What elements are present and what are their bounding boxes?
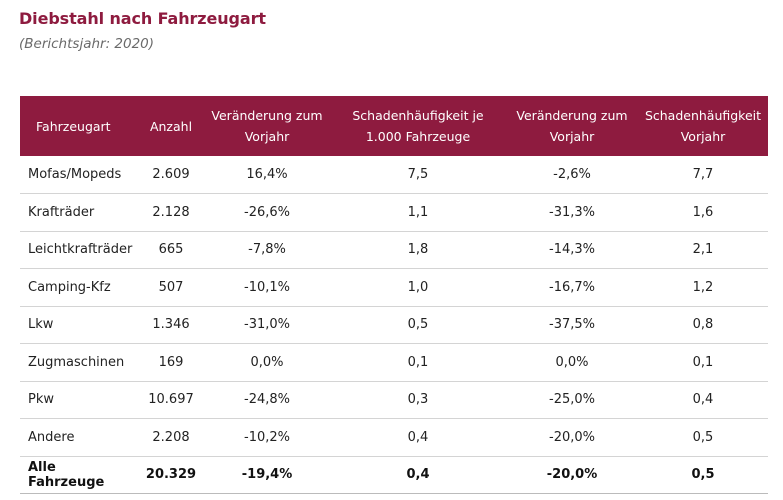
- cell-change: -10,1%: [244, 279, 290, 295]
- cell-vehicle-type: Camping-Kfz: [28, 279, 111, 295]
- cell-frequency-previous: 0,4: [692, 392, 714, 408]
- cell-vehicle-type: Pkw: [28, 392, 54, 408]
- cell-frequency-change: -14,3%: [549, 242, 595, 258]
- cell-vehicle-type: Alle Fahrzeuge: [28, 459, 105, 490]
- cell-vehicle-type: Andere: [28, 429, 75, 445]
- cell-change: -26,6%: [244, 204, 290, 220]
- cell-frequency-change: -20,0%: [549, 429, 595, 445]
- page-title: Diebstahl nach Fahrzeugart: [19, 9, 266, 28]
- cell-count: 2.208: [152, 429, 190, 445]
- table-row: Camping-Kfz 507 -10,1% 1,0 -16,7% 1,2: [20, 269, 768, 306]
- cell-frequency-previous: 1,6: [692, 204, 714, 220]
- theft-by-vehicle-type-table: Fahrzeugart Anzahl Veränderung zum Vorja…: [20, 96, 768, 494]
- cell-frequency-previous: 0,1: [692, 354, 714, 370]
- cell-frequency: 1,1: [407, 204, 429, 220]
- cell-change: -24,8%: [244, 392, 290, 408]
- header-change-previous-year: Veränderung zum Vorjahr: [211, 108, 323, 144]
- cell-frequency: 1,8: [407, 242, 429, 258]
- table-total-row: Alle Fahrzeuge 20.329 -19,4% 0,4 -20,0% …: [20, 456, 768, 494]
- cell-frequency-previous: 7,7: [692, 167, 714, 182]
- cell-frequency-previous: 0,8: [692, 317, 714, 333]
- table-row: Andere 2.208 -10,2% 0,4 -20,0% 0,5: [20, 419, 768, 456]
- cell-change: 0,0%: [250, 354, 284, 370]
- table-row: Zugmaschinen 169 0,0% 0,1 0,0% 0,1: [20, 344, 768, 381]
- cell-frequency-previous: 0,5: [691, 467, 715, 483]
- cell-count: 10.697: [148, 392, 194, 408]
- table-row: Lkw 1.346 -31,0% 0,5 -37,5% 0,8: [20, 306, 768, 344]
- cell-count: 665: [158, 242, 184, 258]
- header-frequency-change: Veränderung zum Vorjahr: [516, 108, 628, 144]
- cell-count: 2.128: [152, 204, 190, 220]
- cell-vehicle-type: Leichtkrafträder: [28, 242, 133, 258]
- cell-frequency-change: -31,3%: [549, 204, 595, 220]
- cell-change: -10,2%: [244, 429, 290, 445]
- cell-frequency: 0,3: [407, 392, 429, 408]
- cell-change: -19,4%: [241, 467, 293, 483]
- cell-count: 20.329: [145, 467, 197, 483]
- cell-vehicle-type: Zugmaschinen: [28, 354, 125, 370]
- table-header-row: Fahrzeugart Anzahl Veränderung zum Vorja…: [20, 96, 768, 156]
- cell-frequency-previous: 2,1: [692, 242, 714, 258]
- cell-frequency: 1,0: [407, 279, 429, 295]
- cell-vehicle-type: Lkw: [28, 317, 54, 333]
- cell-frequency: 0,1: [407, 354, 429, 370]
- table-row: Pkw 10.697 -24,8% 0,3 -25,0% 0,4: [20, 381, 768, 419]
- header-count: Anzahl: [149, 118, 193, 134]
- cell-frequency-previous: 1,2: [692, 279, 714, 295]
- cell-change: 16,4%: [246, 167, 288, 182]
- cell-vehicle-type: Krafträder: [28, 204, 95, 220]
- cell-frequency: 0,4: [406, 467, 430, 483]
- cell-frequency-change: -37,5%: [549, 317, 595, 333]
- cell-frequency: 0,5: [407, 317, 429, 333]
- header-frequency-previous-year: Schadenhäufigkeit Vorjahr: [644, 108, 762, 144]
- cell-frequency-change: -25,0%: [549, 392, 595, 408]
- cell-frequency: 0,4: [407, 429, 429, 445]
- header-claim-frequency: Schadenhäufigkeit je 1.000 Fahrzeuge: [352, 108, 484, 144]
- cell-count: 1.346: [152, 317, 190, 333]
- table-row: Krafträder 2.128 -26,6% 1,1 -31,3% 1,6: [20, 194, 768, 231]
- cell-frequency-change: -2,6%: [553, 167, 591, 182]
- cell-count: 2.609: [152, 167, 190, 182]
- cell-frequency: 7,5: [407, 167, 429, 182]
- cell-change: -31,0%: [244, 317, 290, 333]
- cell-vehicle-type: Mofas/Mopeds: [28, 167, 122, 182]
- cell-count: 507: [158, 279, 184, 295]
- report-year-subtitle: (Berichtsjahr: 2020): [19, 36, 155, 52]
- table-row: Leichtkrafträder 665 -7,8% 1,8 -14,3% 2,…: [20, 231, 768, 269]
- cell-frequency-previous: 0,5: [692, 429, 714, 445]
- header-vehicle-type: Fahrzeugart: [36, 118, 111, 134]
- cell-frequency-change: -20,0%: [546, 467, 598, 483]
- cell-frequency-change: -16,7%: [549, 279, 595, 295]
- cell-frequency-change: 0,0%: [555, 354, 589, 370]
- cell-count: 169: [158, 354, 184, 370]
- table-row: Mofas/Mopeds 2.609 16,4% 7,5 -2,6% 7,7: [20, 156, 768, 194]
- cell-change: -7,8%: [248, 242, 286, 258]
